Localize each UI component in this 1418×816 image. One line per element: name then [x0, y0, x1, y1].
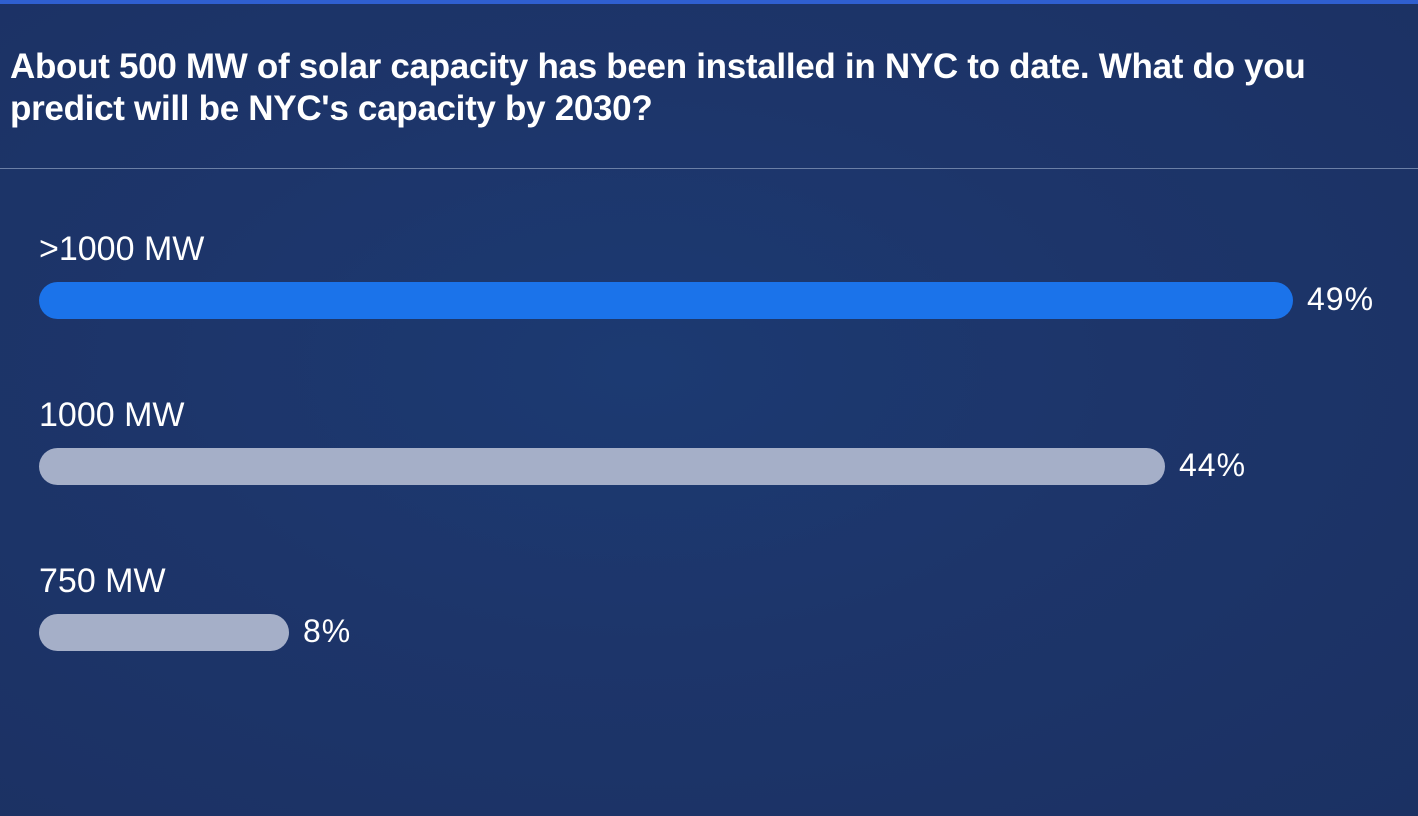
top-accent-bar: [0, 0, 1418, 4]
result-bar-track: [39, 614, 1293, 651]
result-bar-track: [39, 448, 1293, 485]
poll-option-1: >1000 MW 49%: [39, 230, 1409, 340]
percent-label: 44%: [1179, 447, 1247, 483]
poll-option-3: 750 MW 8%: [39, 562, 1409, 672]
result-bar: [39, 614, 289, 651]
percent-label: 8%: [303, 613, 352, 649]
poll-option-2: 1000 MW 44%: [39, 396, 1409, 506]
result-bar-track: [39, 282, 1293, 319]
option-label: 750 MW: [39, 562, 166, 600]
option-label: >1000 MW: [39, 230, 205, 268]
percent-label: 49%: [1307, 281, 1375, 317]
divider: [0, 168, 1418, 169]
result-bar: [39, 448, 1165, 485]
poll-question: About 500 MW of solar capacity has been …: [10, 47, 1306, 128]
result-bar: [39, 282, 1293, 319]
option-label: 1000 MW: [39, 396, 185, 434]
